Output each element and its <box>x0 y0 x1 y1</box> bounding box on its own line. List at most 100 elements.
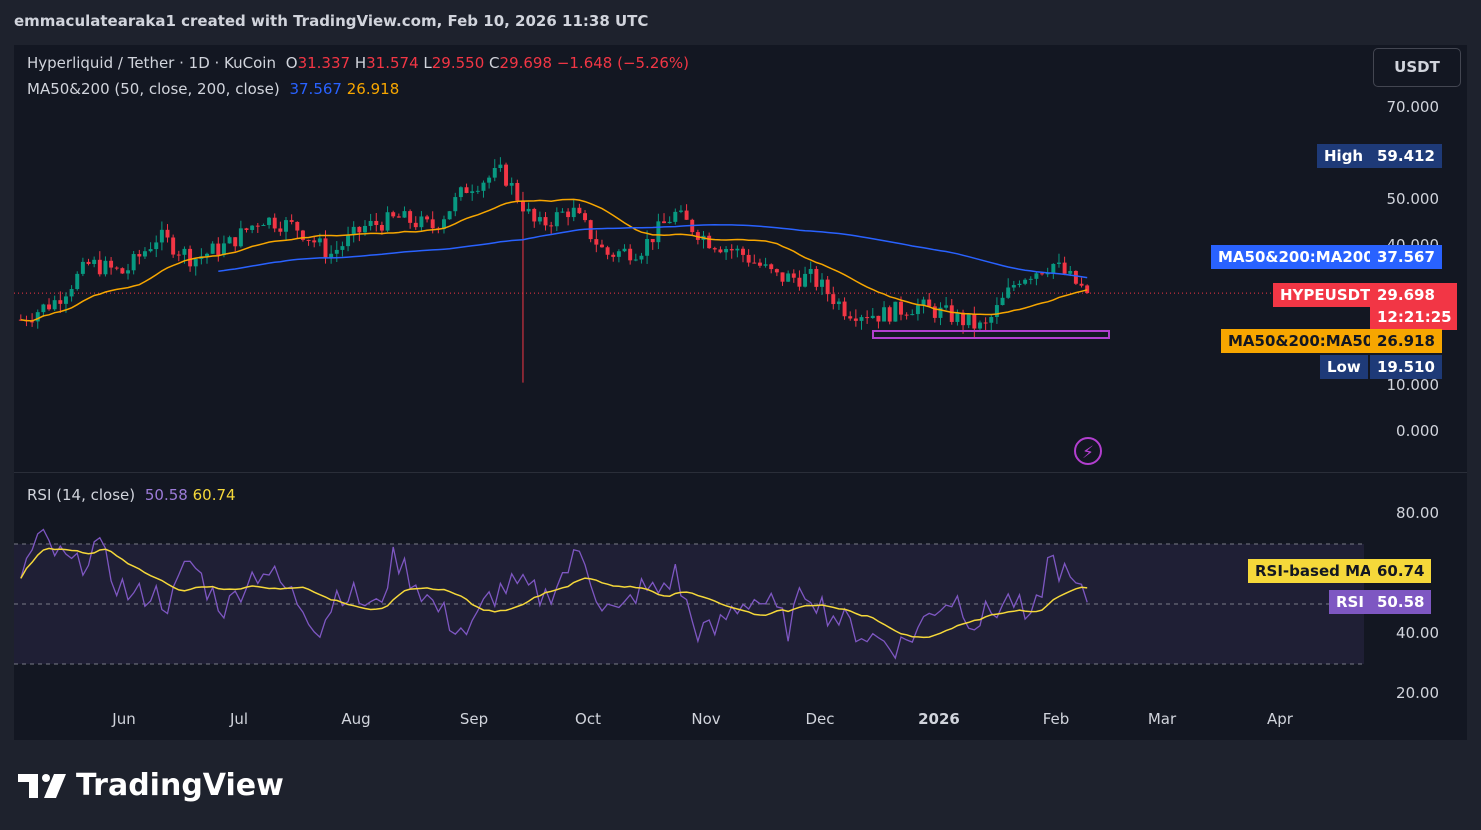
price-tag-label: HYPEUSDT <box>1280 286 1371 304</box>
rsi-ma-tag: RSI-based MA <box>1248 559 1379 583</box>
lightning-icon[interactable]: ⚡ <box>1074 437 1102 465</box>
candle-body <box>351 226 356 235</box>
pane-separator[interactable] <box>14 472 1467 473</box>
rsi-tick: 20.00 <box>1396 684 1439 702</box>
candle-body <box>639 255 644 260</box>
rsi-tick: 80.00 <box>1396 504 1439 522</box>
rsi-line <box>20 528 1088 660</box>
tradingview-brand[interactable]: TradingView <box>18 768 284 803</box>
candle-body <box>684 210 689 220</box>
candle-body <box>662 221 666 224</box>
candle-body <box>63 296 68 304</box>
candle-body <box>137 254 142 257</box>
candle-body <box>594 239 599 245</box>
low-label: L <box>423 54 432 72</box>
low-tag: Low <box>1320 355 1368 379</box>
candle-body <box>250 225 255 230</box>
candle-body <box>526 208 531 212</box>
candle-body <box>803 273 808 287</box>
candle-body <box>949 305 954 322</box>
change-value: −1.648 (−5.26%) <box>556 54 690 72</box>
candle-body <box>430 219 435 229</box>
candle-body <box>842 301 847 317</box>
candle-body <box>1045 273 1050 275</box>
candle-body <box>628 248 633 261</box>
candle-body <box>238 228 243 247</box>
time-tick: Oct <box>575 710 601 728</box>
candle-body <box>357 226 362 233</box>
candle-body <box>453 197 458 212</box>
ma50-line <box>20 198 1088 322</box>
candle-body <box>927 299 932 307</box>
chart-plot[interactable] <box>14 45 1467 740</box>
candle-body <box>182 248 187 255</box>
candle-body <box>1068 270 1073 274</box>
candle-body <box>673 211 678 222</box>
candle-body <box>447 211 452 220</box>
chart-frame[interactable]: Hyperliquid / Tether · 1D · KuCoin O31.3… <box>14 45 1467 740</box>
candle-body <box>763 264 768 266</box>
currency-button[interactable]: USDT <box>1373 48 1461 87</box>
candle-body <box>442 219 446 229</box>
candle-body <box>408 211 413 223</box>
candle-body <box>1040 273 1045 275</box>
candle-body <box>560 211 565 213</box>
candle-body <box>520 200 525 212</box>
high-tag-value: 59.412 <box>1370 144 1442 168</box>
candle-body <box>853 318 858 321</box>
price-tick: 70.000 <box>1386 98 1440 116</box>
candle-body <box>329 253 334 258</box>
symbol-legend: Hyperliquid / Tether · 1D · KuCoin O31.3… <box>27 54 689 72</box>
candle-body <box>932 306 937 318</box>
candle-body <box>464 187 469 193</box>
candle-body <box>887 307 892 322</box>
candle-body <box>165 229 170 238</box>
candle-body <box>611 254 616 257</box>
candle-body <box>86 261 91 264</box>
candle-body <box>966 314 971 326</box>
candle-body <box>458 187 463 198</box>
ma50-tag-value: 26.918 <box>1370 329 1442 353</box>
close-value: 29.698 <box>499 54 553 72</box>
rsi-ma-line <box>20 547 1088 639</box>
open-label: O <box>285 54 298 72</box>
rsi-ma-legend-value: 60.74 <box>192 486 236 504</box>
candle-body <box>622 248 627 252</box>
candle-body <box>312 240 317 243</box>
candle-body <box>47 304 52 310</box>
candle-body <box>1034 273 1039 279</box>
candle-body <box>425 216 430 220</box>
price-tick: 10.000 <box>1386 376 1440 394</box>
price-tag-box: 29.698 12:21:25 <box>1370 283 1457 330</box>
candle-body <box>210 243 215 254</box>
candle-body <box>656 221 661 243</box>
candle-body <box>780 272 785 282</box>
candle-body <box>577 207 582 214</box>
candle-body <box>504 164 509 186</box>
candle-body <box>836 301 841 305</box>
ma-indicator-label: MA50&200 (50, close, 200, close) <box>27 80 280 98</box>
candle-body <box>80 261 85 274</box>
candle-body <box>848 316 853 319</box>
ma50-legend-value: 26.918 <box>346 80 400 98</box>
candle-body <box>791 273 796 278</box>
candle-body <box>904 314 909 316</box>
candle-body <box>752 262 757 264</box>
candle-body <box>515 182 520 201</box>
ma200-legend-value: 37.567 <box>289 80 342 98</box>
candle-body <box>255 225 260 227</box>
candle-body <box>58 300 63 304</box>
candle-body <box>797 277 802 287</box>
candle-body <box>1006 287 1011 298</box>
candle-body <box>633 259 638 261</box>
candle-body <box>537 217 542 222</box>
candle-body <box>126 270 130 274</box>
brand-name: TradingView <box>76 768 284 803</box>
candle-body <box>876 315 881 322</box>
candle-body <box>899 301 903 315</box>
candle-body <box>278 228 283 232</box>
candle-body <box>188 248 193 267</box>
candle-body <box>233 237 238 247</box>
candle-body <box>1051 263 1056 274</box>
candle-body <box>554 212 559 227</box>
